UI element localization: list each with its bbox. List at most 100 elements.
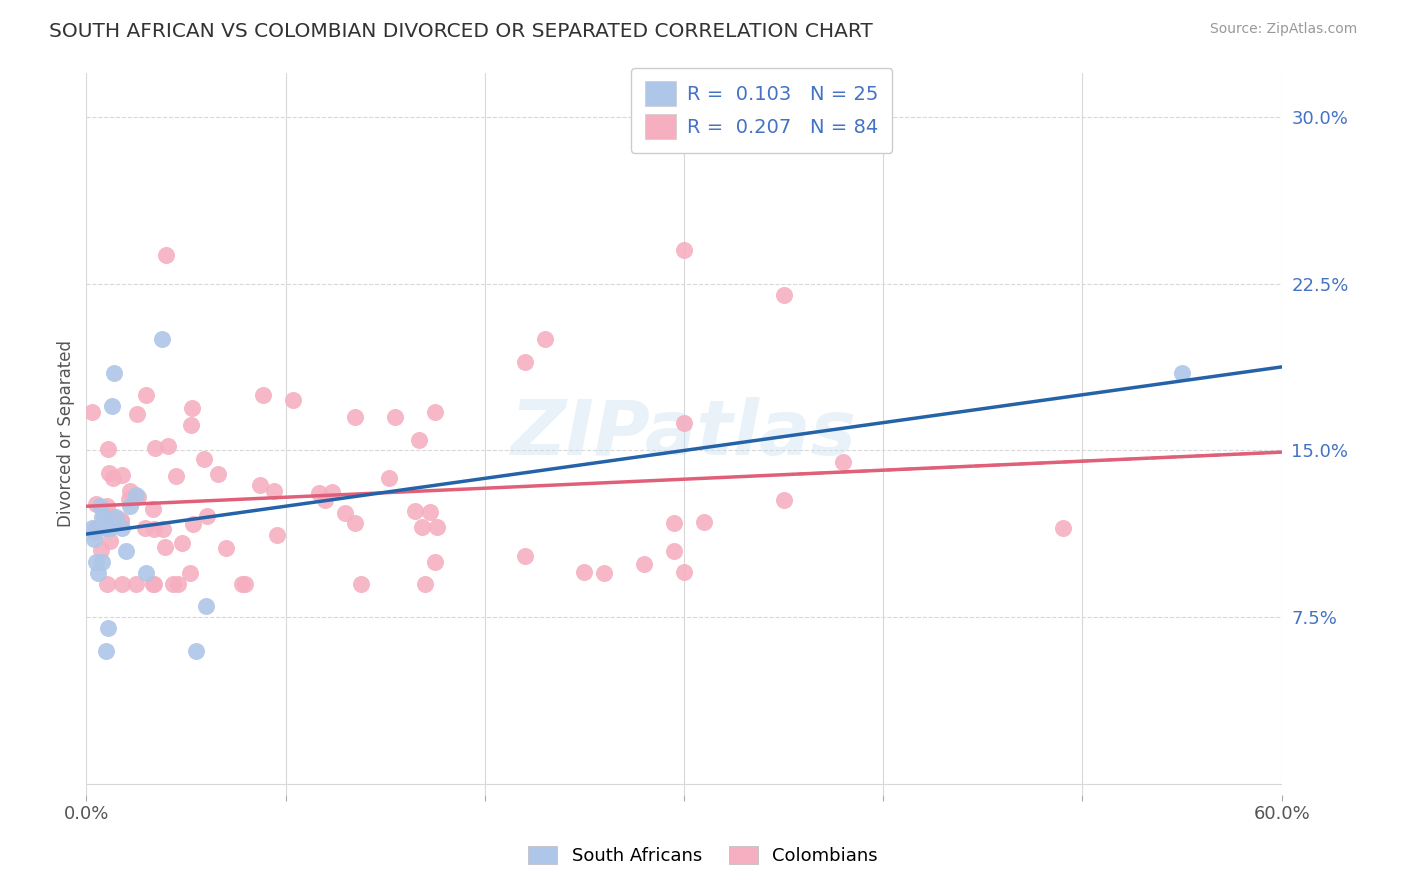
Point: [105, 510, 128, 524]
Point: [419, 505, 441, 519]
Point: [101, 471, 124, 485]
Point: [118, 483, 141, 498]
Point: [118, 492, 141, 507]
Point: [423, 555, 446, 569]
Point: [662, 543, 685, 558]
Point: [96, 499, 118, 513]
Point: [1052, 521, 1074, 535]
Point: [693, 515, 716, 529]
Point: [344, 516, 367, 531]
Point: [125, 577, 148, 591]
Point: [84, 555, 107, 569]
Point: [103, 366, 125, 380]
Text: Source: ZipAtlas.com: Source: ZipAtlas.com: [1209, 22, 1357, 37]
Point: [181, 517, 204, 532]
Point: [180, 417, 202, 432]
Point: [170, 536, 193, 550]
Y-axis label: Divorced or Separated: Divorced or Separated: [58, 341, 75, 527]
Point: [415, 577, 437, 591]
Point: [672, 416, 695, 430]
Point: [101, 399, 124, 413]
Point: [110, 514, 132, 528]
Point: [153, 541, 176, 555]
Point: [513, 354, 536, 368]
Point: [111, 468, 134, 483]
Point: [98, 521, 121, 535]
Point: [142, 522, 165, 536]
Point: [97, 621, 120, 635]
Point: [281, 392, 304, 407]
Point: [314, 493, 336, 508]
Point: [127, 491, 149, 505]
Point: [404, 504, 426, 518]
Point: [384, 410, 406, 425]
Point: [426, 520, 449, 534]
Point: [142, 577, 165, 591]
Point: [344, 410, 367, 425]
Point: [672, 565, 695, 579]
Point: [832, 454, 855, 468]
Point: [134, 520, 156, 534]
Point: [231, 577, 253, 591]
Point: [162, 577, 184, 591]
Point: [672, 244, 695, 258]
Point: [533, 332, 555, 346]
Point: [333, 507, 356, 521]
Point: [408, 433, 430, 447]
Point: [195, 509, 218, 524]
Point: [207, 467, 229, 482]
Point: [308, 486, 330, 500]
Legend: R =  0.103   N = 25, R =  0.207   N = 84: R = 0.103 N = 25, R = 0.207 N = 84: [631, 68, 893, 153]
Point: [215, 541, 238, 555]
Text: SOUTH AFRICAN VS COLOMBIAN DIVORCED OR SEPARATED CORRELATION CHART: SOUTH AFRICAN VS COLOMBIAN DIVORCED OR S…: [49, 22, 873, 41]
Point: [266, 528, 288, 542]
Point: [143, 577, 166, 591]
Point: [86, 497, 108, 511]
Point: [772, 288, 794, 302]
Point: [111, 577, 134, 591]
Point: [93, 510, 115, 524]
Point: [125, 488, 148, 502]
Point: [98, 533, 121, 548]
Point: [82, 405, 104, 419]
Point: [321, 485, 343, 500]
Point: [96, 643, 118, 657]
Point: [513, 549, 536, 563]
Point: [83, 533, 105, 547]
Point: [350, 577, 373, 591]
Point: [96, 577, 118, 591]
Point: [179, 566, 201, 580]
Point: [91, 510, 114, 524]
Point: [150, 332, 173, 346]
Point: [142, 501, 165, 516]
Text: ZIPatlas: ZIPatlas: [510, 397, 858, 471]
Point: [143, 441, 166, 455]
Point: [91, 555, 114, 569]
Point: [89, 499, 111, 513]
Point: [193, 452, 215, 467]
Point: [593, 566, 616, 580]
Point: [184, 643, 207, 657]
Point: [574, 566, 596, 580]
Point: [84, 524, 107, 539]
Legend: South Africans, Colombians: South Africans, Colombians: [519, 837, 887, 874]
Point: [98, 466, 121, 480]
Point: [125, 407, 148, 421]
Point: [252, 388, 274, 402]
Point: [120, 499, 142, 513]
Point: [662, 516, 685, 530]
Point: [423, 404, 446, 418]
Point: [155, 248, 177, 262]
Point: [135, 388, 157, 402]
Point: [167, 577, 190, 591]
Point: [152, 522, 174, 536]
Point: [111, 521, 134, 535]
Point: [249, 477, 271, 491]
Point: [110, 512, 132, 526]
Point: [194, 599, 217, 613]
Point: [84, 521, 107, 535]
Point: [82, 521, 104, 535]
Point: [156, 439, 179, 453]
Point: [633, 558, 655, 572]
Point: [411, 519, 433, 533]
